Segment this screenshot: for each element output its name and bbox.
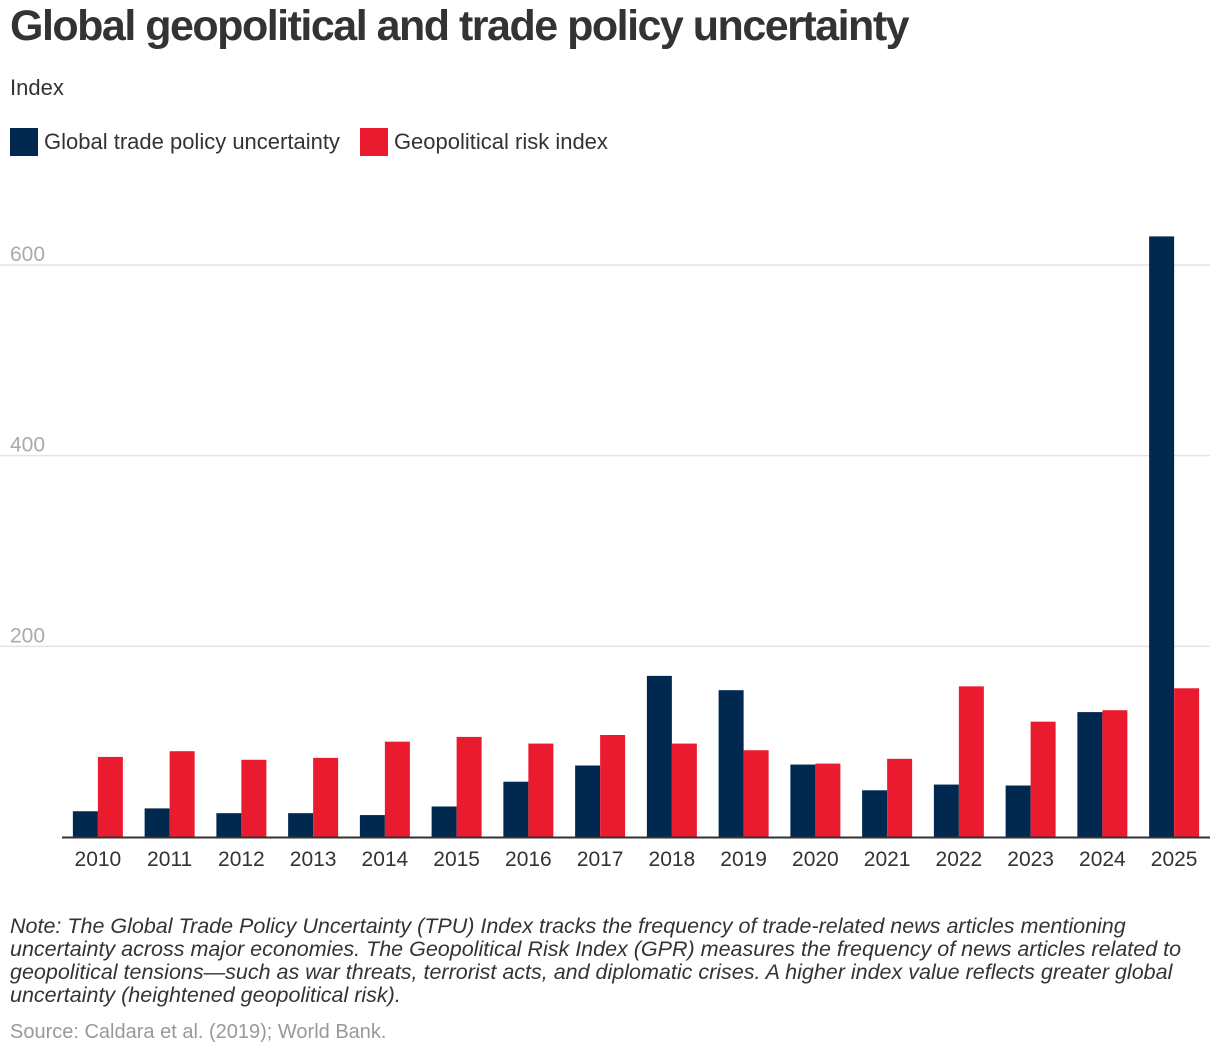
bar-tpu-2012	[216, 813, 242, 837]
y-tick-label-400: 400	[10, 434, 45, 457]
x-tick-label-2011: 2011	[147, 848, 192, 871]
legend-swatch-gpr	[359, 128, 388, 156]
bar-gpr-2016	[528, 743, 554, 837]
x-tick-label-2025: 2025	[1151, 848, 1198, 871]
bar-tpu-2022	[933, 784, 959, 837]
x-tick-label-2023: 2023	[1007, 848, 1054, 871]
y-tick-label-600: 600	[10, 243, 45, 266]
bar-tpu-2013	[288, 813, 314, 837]
x-tick-label-2022: 2022	[936, 848, 983, 871]
bar-gpr-2025	[1174, 688, 1200, 837]
bar-tpu-2011	[144, 808, 170, 837]
bar-gpr-2010	[97, 756, 123, 837]
bar-gpr-2015	[456, 736, 482, 837]
bar-tpu-2015	[431, 806, 457, 837]
bar-tpu-2014	[359, 815, 385, 837]
x-tick-label-2024: 2024	[1079, 848, 1126, 871]
x-tick-label-2012: 2012	[218, 848, 265, 871]
bar-tpu-2023	[1005, 785, 1031, 837]
bar-gpr-2024	[1102, 710, 1128, 837]
x-tick-label-2014: 2014	[362, 848, 409, 871]
bar-gpr-2023	[1030, 721, 1056, 837]
legend-item-tpu: Global trade policy uncertainty	[10, 128, 340, 156]
x-tick-label-2013: 2013	[290, 848, 337, 871]
bar-tpu-2019	[718, 690, 744, 837]
x-tick-label-2020: 2020	[792, 848, 839, 871]
bar-tpu-2020	[790, 764, 816, 837]
bar-gpr-2013	[313, 757, 339, 837]
bar-gpr-2012	[241, 759, 267, 837]
bar-tpu-2025	[1149, 236, 1175, 837]
bar-tpu-2024	[1077, 712, 1103, 837]
bar-gpr-2014	[384, 741, 410, 837]
chart-title: Global geopolitical and trade policy unc…	[10, 2, 910, 50]
bar-tpu-2010	[72, 811, 98, 837]
bar-gpr-2022	[958, 686, 984, 837]
bar-gpr-2020	[815, 763, 841, 837]
chart-source: Source: Caldara et al. (2019); World Ban…	[10, 1021, 387, 1043]
legend-item-gpr: Geopolitical risk index	[359, 128, 608, 156]
chart-note: Note: The Global Trade Policy Uncertaint…	[10, 914, 1182, 1007]
legend-label-tpu: Global trade policy uncertainty	[44, 129, 340, 154]
x-tick-label-2021: 2021	[864, 848, 911, 871]
legend: Global trade policy uncertainty Geopolit…	[10, 128, 628, 156]
x-tick-label-2017: 2017	[577, 848, 624, 871]
x-tick-label-2010: 2010	[75, 848, 122, 871]
bar-tpu-2017	[575, 765, 601, 837]
chart-subtitle: Index	[10, 75, 64, 100]
bar-tpu-2021	[862, 790, 888, 837]
x-tick-label-2018: 2018	[649, 848, 696, 871]
bar-chart: 200 400 600 2010 2011 2012 2013 2014 2015 2016 201…	[0, 236, 1210, 871]
bar-gpr-2018	[671, 743, 697, 837]
legend-label-gpr: Geopolitical risk index	[393, 129, 608, 154]
bar-gpr-2011	[169, 751, 195, 837]
legend-swatch-tpu	[10, 128, 38, 156]
bar-tpu-2018	[646, 675, 672, 837]
x-tick-label-2016: 2016	[505, 848, 552, 871]
bar-gpr-2017	[600, 734, 626, 837]
y-tick-label-200: 200	[10, 624, 45, 647]
bar-gpr-2019	[743, 750, 769, 837]
bar-gpr-2021	[887, 758, 913, 837]
x-tick-label-2015: 2015	[433, 848, 480, 871]
bar-tpu-2016	[503, 781, 529, 837]
x-tick-label-2019: 2019	[720, 848, 767, 871]
